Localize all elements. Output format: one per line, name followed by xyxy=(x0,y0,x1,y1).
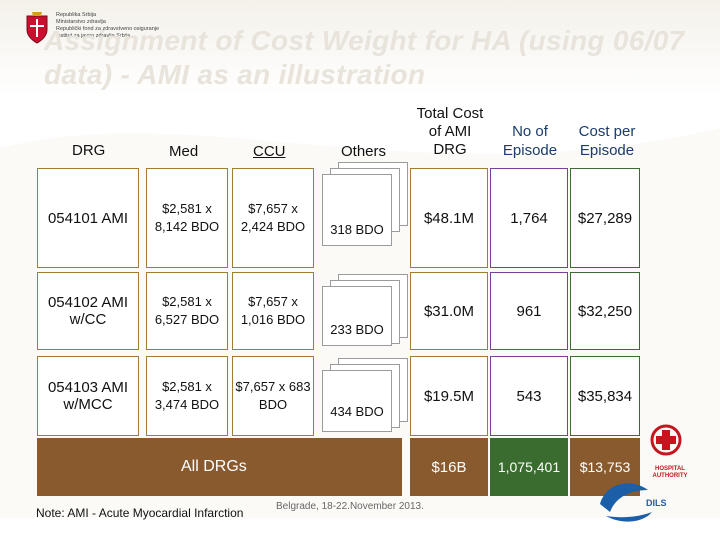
table-cell-med: $2,581 x 8,142 BDO xyxy=(146,168,228,268)
table-cell-total: $19.5M xyxy=(410,356,488,436)
cell-text: 434 BDO xyxy=(330,404,384,419)
cell-text: 054102 AMI w/CC xyxy=(47,294,129,328)
table-cell-drg: 054103 AMI w/MCC xyxy=(37,356,139,436)
cell-text: $2,581 x 8,142 BDO xyxy=(154,201,220,234)
table-cell-ccu: $7,657 x 1,016 BDO xyxy=(232,272,314,350)
cell-text: $35,834 xyxy=(577,387,633,405)
cell-text: $32,250 xyxy=(577,302,633,320)
table-cell-med: $2,581 x 6,527 BDO xyxy=(146,272,228,350)
cell-text: $19.5M xyxy=(423,387,475,405)
column-header-ccu: CCU xyxy=(253,143,286,160)
cell-text: $31.0M xyxy=(423,302,475,320)
org-line: Institut za javno zdravlje Srbije xyxy=(56,33,131,39)
cell-text: 054103 AMI w/MCC xyxy=(47,379,129,413)
cell-text: $2,581 x 6,527 BDO xyxy=(154,294,220,327)
table-cell-total: $48.1M xyxy=(410,168,488,268)
cell-text: $7,657 x 2,424 BDO xyxy=(240,201,306,234)
table-cell-episodes: 1,764 xyxy=(490,168,568,268)
table-cell-drg: 054102 AMI w/CC xyxy=(37,272,139,350)
summary-episodes-text: 1,075,401 xyxy=(497,459,561,475)
summary-label-text: All DRGs xyxy=(181,458,247,475)
table-cell-cost-per: $27,289 xyxy=(570,168,640,268)
table-cell-drg: 054101 AMI xyxy=(37,168,139,268)
cell-text: 1,764 xyxy=(510,209,548,227)
hospital-authority-logo-icon xyxy=(600,424,682,522)
hospital-authority-name: HOSPITAL AUTHORITY xyxy=(652,466,688,479)
column-header-total: Total Cost of AMI DRG xyxy=(416,105,484,158)
cell-text: $7,657 x 683 BDO xyxy=(235,379,311,412)
column-header-episodes: No of Episode xyxy=(502,123,558,159)
organization-lines: Republika Srbija Ministarstvo zdravlja R… xyxy=(56,12,159,40)
table-cell-others: 233 BDO xyxy=(322,286,392,346)
cell-text: $2,581 x 3,474 BDO xyxy=(154,379,220,412)
org-line: Ministarstvo zdravlja xyxy=(56,19,106,25)
table-cell-others: 434 BDO xyxy=(322,370,392,432)
org-line: Republika Srbija xyxy=(56,12,97,18)
summary-cost-per-text: $13,753 xyxy=(579,459,631,475)
column-header-cost-per: Cost per Episode xyxy=(578,123,636,159)
column-header-others: Others xyxy=(341,143,387,160)
cell-text: $48.1M xyxy=(423,209,475,227)
dils-logo-text: DILS xyxy=(646,498,667,508)
table-cell-cost-per: $35,834 xyxy=(570,356,640,436)
summary-label: All DRGs xyxy=(37,438,402,496)
summary-total-text: $16B xyxy=(431,458,467,476)
cell-text: 543 xyxy=(516,387,542,405)
cell-text: 054101 AMI xyxy=(47,209,129,227)
table-cell-total: $31.0M xyxy=(410,272,488,350)
table-cell-med: $2,581 x 3,474 BDO xyxy=(146,356,228,436)
table-cell-cost-per: $32,250 xyxy=(570,272,640,350)
serbia-coat-of-arms-icon xyxy=(26,12,48,44)
cell-text: 318 BDO xyxy=(330,222,384,237)
table-cell-episodes: 961 xyxy=(490,272,568,350)
summary-total: $16B xyxy=(410,438,488,496)
table-cell-others: 318 BDO xyxy=(322,174,392,246)
page-title: Assignment of Cost Weight for HA (using … xyxy=(44,25,685,90)
footnote: Note: AMI - Acute Myocardial Infarction xyxy=(36,506,244,520)
cell-text: $7,657 x 1,016 BDO xyxy=(240,294,306,327)
header-band xyxy=(0,0,720,96)
event-caption: Belgrade, 18-22.November 2013. xyxy=(276,501,424,512)
cell-text: 233 BDO xyxy=(330,322,384,337)
org-line: Republički fond za zdravstveno osiguranj… xyxy=(56,26,160,32)
column-header-med: Med xyxy=(169,143,199,160)
summary-cost-per: $13,753 xyxy=(570,438,640,496)
table-cell-ccu: $7,657 x 2,424 BDO xyxy=(232,168,314,268)
cell-text: 961 xyxy=(516,302,542,320)
table-cell-ccu: $7,657 x 683 BDO xyxy=(232,356,314,436)
column-header-drg: DRG xyxy=(72,142,106,159)
summary-episodes: 1,075,401 xyxy=(490,438,568,496)
table-cell-episodes: 543 xyxy=(490,356,568,436)
cell-text: $27,289 xyxy=(577,209,633,227)
